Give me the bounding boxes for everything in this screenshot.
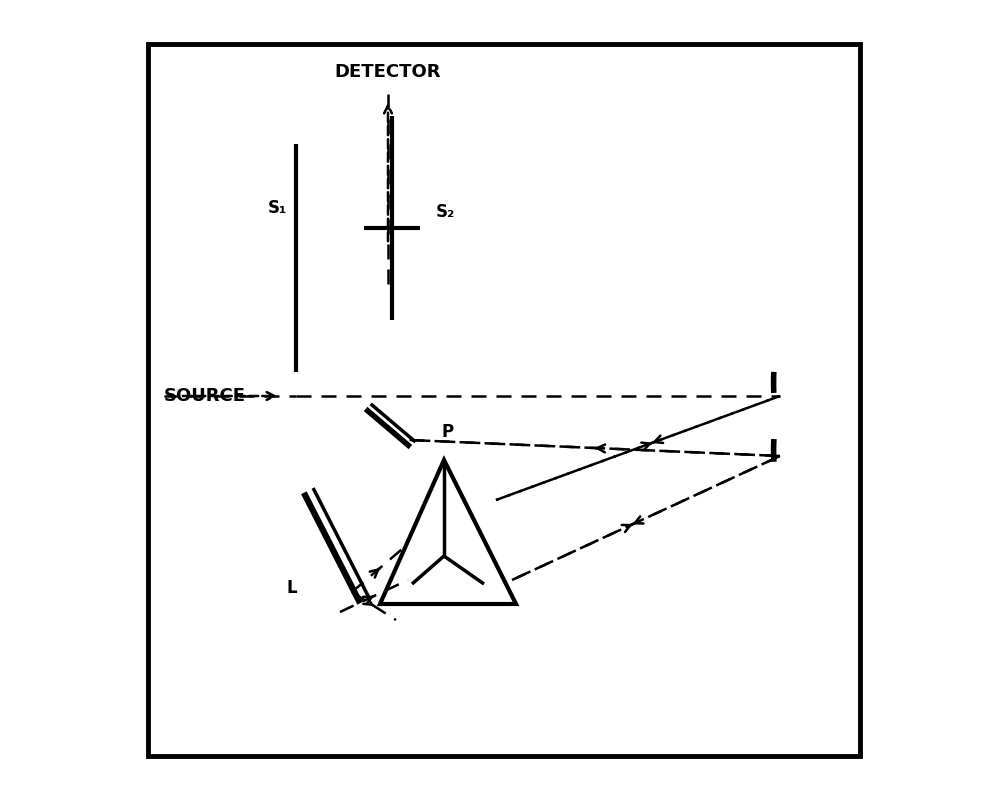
Text: L: L xyxy=(286,579,297,597)
Text: P: P xyxy=(442,423,454,441)
Text: DETECTOR: DETECTOR xyxy=(335,63,442,81)
Bar xyxy=(148,44,860,756)
Text: S₁: S₁ xyxy=(268,199,287,217)
Text: S₂: S₂ xyxy=(436,203,456,221)
Text: SOURCE: SOURCE xyxy=(164,387,246,405)
